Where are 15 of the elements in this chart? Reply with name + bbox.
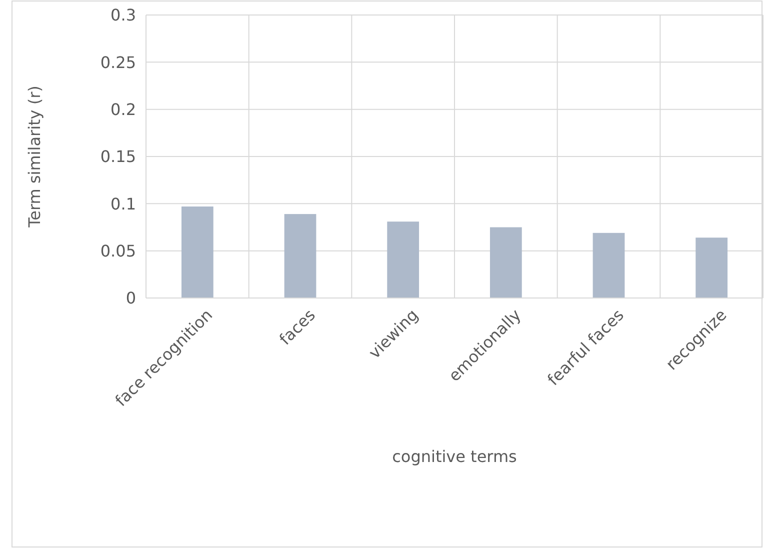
bar [284,214,316,298]
bar [181,206,214,298]
y-tick-label: 0.05 [100,241,136,260]
bar [490,227,522,298]
bar [696,238,728,298]
bar [387,222,420,298]
y-tick-label: 0.2 [110,100,136,119]
bar [592,232,625,298]
y-tick-label: 0.25 [100,52,136,72]
y-tick-label: 0.1 [110,194,136,214]
y-axis-title: Term similarity (r) [25,86,44,228]
y-tick-label: 0.3 [110,6,136,25]
y-tick-label: 0.15 [100,147,136,166]
x-axis-title: cognitive terms [392,447,517,466]
y-tick-label: 0 [126,288,136,308]
